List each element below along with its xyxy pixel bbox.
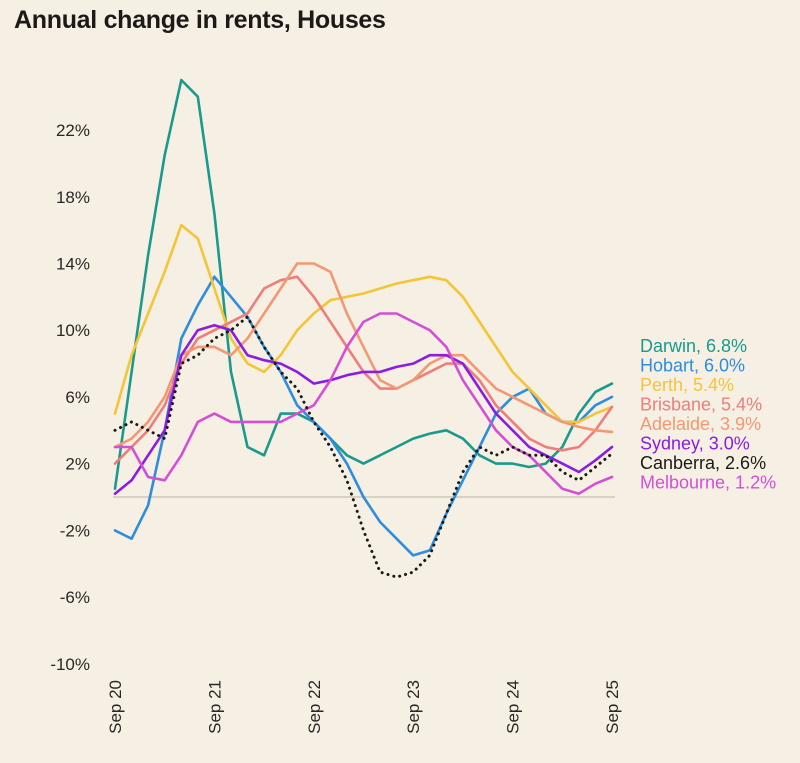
series-line-adelaide [113, 262, 614, 449]
legend-label-sydney: Sydney, 3.0% [640, 434, 750, 454]
x-tick-label: Sep 23 [404, 680, 423, 734]
y-tick-label: 18% [56, 188, 90, 207]
series-line-perth [113, 223, 614, 424]
series-line-hobart [113, 275, 614, 557]
series-line-canberra [113, 315, 614, 579]
legend-label-darwin: Darwin, 6.8% [640, 336, 747, 356]
x-tick-label: Sep 20 [106, 680, 125, 734]
y-axis: 22% 18% 14% 10% 6% 2% -2% -6% -10% [50, 121, 90, 674]
y-tick-label: 6% [65, 388, 90, 407]
legend: Darwin, 6.8%Hobart, 6.0%Perth, 5.4%Brisb… [640, 336, 776, 493]
x-axis: Sep 20 Sep 21 Sep 22 Sep 23 Sep 24 Sep 25 [106, 680, 622, 734]
legend-label-hobart: Hobart, 6.0% [640, 356, 745, 376]
chart-title: Annual change in rents, Houses [14, 6, 386, 34]
legend-label-adelaide: Adelaide, 3.9% [640, 414, 761, 434]
y-tick-label: -10% [50, 655, 90, 674]
legend-label-brisbane: Brisbane, 5.4% [640, 395, 762, 415]
y-tick-label: 22% [56, 121, 90, 140]
y-tick-label: 10% [56, 321, 90, 340]
x-tick-label: Sep 22 [305, 680, 324, 734]
y-tick-label: -6% [60, 588, 90, 607]
legend-label-perth: Perth, 5.4% [640, 375, 734, 395]
series-group [113, 78, 614, 579]
legend-label-canberra: Canberra, 2.6% [640, 453, 766, 473]
series-line-brisbane [113, 275, 614, 465]
x-tick-label: Sep 25 [603, 680, 622, 734]
legend-label-melbourne: Melbourne, 1.2% [640, 473, 776, 493]
series-line-darwin [113, 78, 614, 490]
y-tick-label: 2% [65, 455, 90, 474]
series-line-sydney [113, 323, 614, 495]
x-tick-label: Sep 24 [504, 680, 523, 734]
y-tick-label: 14% [56, 254, 90, 273]
x-tick-label: Sep 21 [205, 680, 224, 734]
y-tick-label: -2% [60, 521, 90, 540]
